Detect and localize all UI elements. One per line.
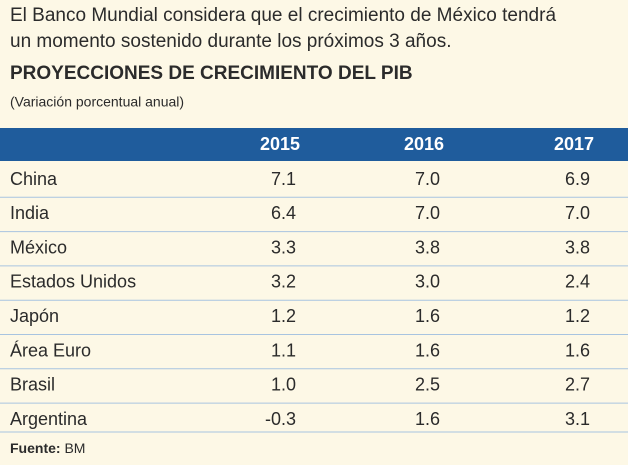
row-label: Japón	[10, 306, 59, 326]
cell: 2.5	[415, 375, 440, 395]
cell: 3.8	[565, 237, 590, 257]
row-label: Brasil	[10, 375, 55, 395]
cell: 1.6	[415, 409, 440, 429]
row-label: México	[10, 237, 67, 257]
cell: 7.0	[415, 203, 440, 223]
column-header: 2017	[554, 134, 594, 154]
header-row	[0, 128, 628, 161]
row-label: Área Euro	[10, 340, 91, 360]
cell: 2.4	[565, 272, 590, 292]
cell: 3.0	[415, 272, 440, 292]
cell: 1.1	[271, 340, 296, 360]
source-label: Fuente:	[10, 440, 61, 456]
column-header: 2015	[260, 134, 300, 154]
intro-line: El Banco Mundial considera que el crecim…	[10, 5, 556, 26]
cell: -0.3	[265, 409, 296, 429]
source-value: BM	[64, 440, 85, 456]
title: PROYECCIONES DE CRECIMIENTO DEL PIB	[10, 63, 413, 84]
cell: 6.9	[565, 169, 590, 189]
cell: 3.1	[565, 409, 590, 429]
source: Fuente: BM	[10, 440, 85, 456]
cell: 3.3	[271, 237, 296, 257]
subtitle: (Variación porcentual anual)	[10, 94, 184, 110]
intro-line: un momento sostenido durante los próximo…	[10, 31, 451, 52]
cell: 1.6	[415, 340, 440, 360]
cell: 3.2	[271, 272, 296, 292]
cell: 1.2	[565, 306, 590, 326]
cell: 1.0	[271, 375, 296, 395]
row-label: Argentina	[10, 409, 88, 429]
cell: 7.0	[415, 169, 440, 189]
table: 2015 2016 2017 China 7.1 7.0 6.9 India 6.4 7.0 7.0…	[0, 134, 628, 433]
cell: 2.7	[565, 375, 590, 395]
cell: 1.2	[271, 306, 296, 326]
cell: 3.8	[415, 237, 440, 257]
cell: 1.6	[415, 306, 440, 326]
cell: 7.1	[271, 169, 296, 189]
row-label: China	[10, 169, 58, 189]
cell: 1.6	[565, 340, 590, 360]
cell: 6.4	[271, 203, 296, 223]
row-label: Estados Unidos	[10, 272, 136, 292]
cell: 7.0	[565, 203, 590, 223]
row-label: India	[10, 203, 50, 223]
column-header: 2016	[404, 134, 444, 154]
